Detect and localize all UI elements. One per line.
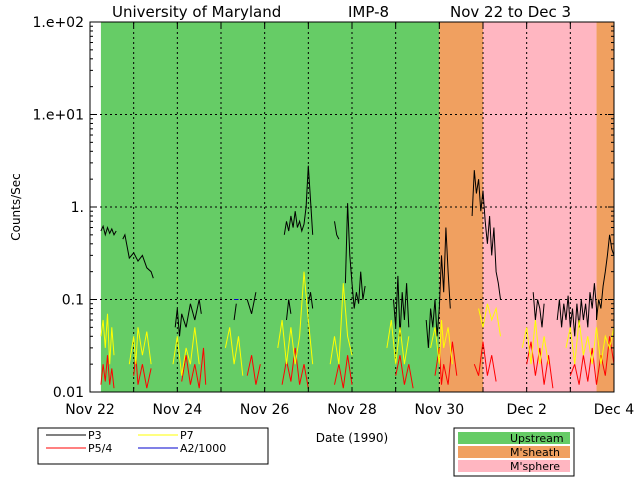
series-line [565, 319, 615, 365]
x-tick-label: Nov 28 [327, 402, 377, 418]
region-legend-label-1: M'sheath [510, 446, 560, 459]
series-line [286, 299, 292, 321]
legend-label-2: P7 [180, 429, 194, 442]
series-line [181, 347, 207, 389]
series-line [569, 336, 615, 385]
series-line [307, 292, 314, 309]
y-tick-label: 1.e+01 [32, 108, 84, 124]
series-line [434, 341, 458, 385]
x-axis: Nov 22 Nov 24 Nov 26 Nov 28 Nov 30 Dec 2 Dec 4 [65, 22, 634, 418]
region-legend-label-2: M'sphere [510, 460, 560, 473]
region-legend-swatch-1 [458, 446, 570, 458]
title-period: Nov 22 to Dec 3 [450, 3, 571, 21]
region-legend-swatch-2 [458, 460, 570, 472]
series-line [128, 327, 152, 365]
series-line [471, 170, 501, 300]
title-spacecraft: IMP-8 [348, 3, 389, 21]
series-line [224, 327, 244, 376]
series-line [283, 165, 314, 235]
y-axis-label: Counts/Sec [9, 173, 23, 241]
legend-label-3: A2/1000 [180, 442, 226, 455]
series-line [172, 327, 200, 376]
series-line [395, 355, 414, 389]
series-line [526, 341, 554, 389]
series-line [334, 221, 340, 240]
series-line [430, 319, 453, 365]
series-line [532, 292, 545, 328]
series-line [473, 341, 497, 382]
series-line [334, 355, 353, 389]
y-tick-label: 1. [71, 200, 84, 216]
y-tick-label: 1.e+02 [32, 15, 84, 31]
series-line [344, 203, 366, 309]
series-line [122, 233, 154, 279]
x-axis-label: Date (1990) [316, 431, 388, 445]
series-line [556, 234, 615, 337]
y-tick-label: 0.1 [62, 293, 84, 309]
series-line [100, 313, 115, 365]
series-p3 [100, 165, 615, 348]
x-tick-label: Dec 2 [506, 402, 546, 418]
series-line [100, 355, 115, 389]
series-line [246, 355, 261, 385]
region-legend-label-0: Upstream [510, 432, 564, 445]
legend-label-1: P5/4 [88, 442, 112, 455]
series-line [478, 303, 501, 337]
title-institution: University of Maryland [112, 3, 281, 21]
data-series [100, 165, 615, 389]
series-line [174, 299, 202, 337]
series-p7 [100, 271, 615, 376]
x-tick-label: Dec 4 [594, 402, 635, 418]
series-line [329, 283, 353, 365]
series-line [521, 319, 549, 365]
series-line [246, 292, 257, 314]
x-tick-label: Nov 24 [153, 402, 203, 418]
series-line [386, 319, 410, 365]
series-line [425, 227, 451, 348]
region-legend-swatch-0 [458, 432, 570, 444]
series-line [100, 224, 117, 237]
grid [90, 22, 614, 392]
x-tick-label: Nov 22 [65, 402, 115, 418]
x-tick-label: Nov 30 [415, 402, 465, 418]
y-tick-label: 0.01 [53, 385, 84, 401]
y-axis: 0.01 0.1 1. 1.e+01 1.e+02 [32, 15, 614, 401]
legend-label-0: P3 [88, 429, 102, 442]
series-line [277, 271, 314, 365]
series-line [393, 275, 410, 337]
series-legend-box [37, 427, 269, 465]
series-line [233, 303, 237, 321]
x-tick-label: Nov 26 [240, 402, 290, 418]
